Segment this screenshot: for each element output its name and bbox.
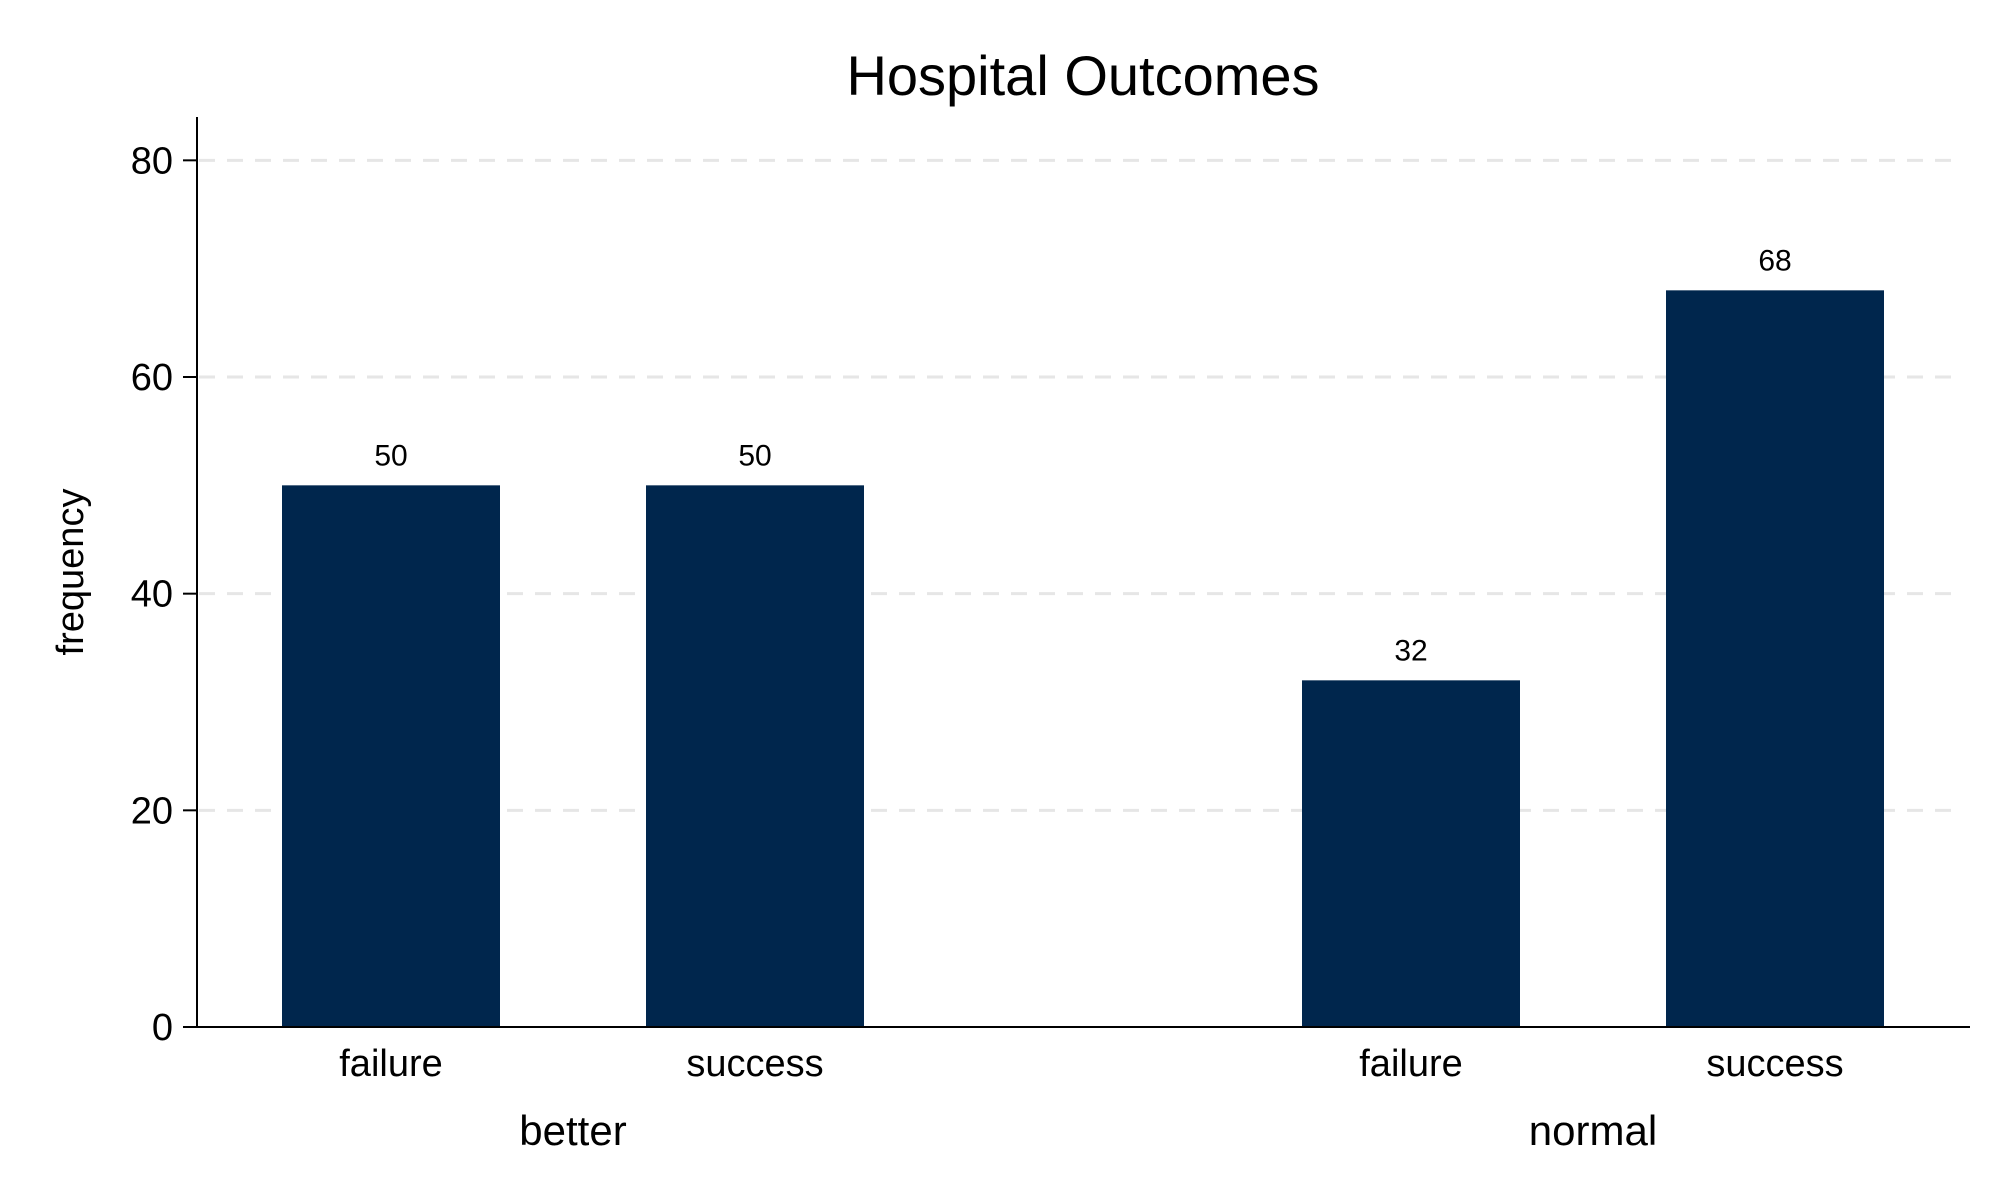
x-tick-label: success (686, 1043, 823, 1085)
group-label: better (519, 1107, 626, 1154)
y-tick-label: 40 (131, 574, 173, 616)
x-labels: failure success better failure success normal (339, 1043, 1843, 1154)
chart-title: Hospital Outcomes (846, 44, 1319, 107)
group-label: normal (1529, 1107, 1657, 1154)
y-tick-label: 60 (131, 357, 173, 399)
data-label: 50 (738, 439, 771, 472)
bars: 50 50 32 68 (282, 244, 1884, 1027)
y-tick-label: 0 (152, 1007, 173, 1049)
bar-better-success (646, 485, 864, 1027)
y-axis-label: frequency (50, 489, 92, 656)
y-tick-label: 80 (131, 140, 173, 182)
x-tick-label: success (1706, 1043, 1843, 1085)
x-tick-label: failure (1359, 1043, 1463, 1085)
data-label: 68 (1758, 244, 1791, 277)
data-label: 50 (374, 439, 407, 472)
bar-normal-success (1666, 290, 1884, 1027)
x-tick-label: failure (339, 1043, 443, 1085)
y-tick-label: 20 (131, 790, 173, 832)
bar-normal-failure (1302, 680, 1520, 1027)
bar-better-failure (282, 485, 500, 1027)
data-label: 32 (1394, 634, 1427, 667)
axes (196, 117, 1970, 1028)
y-ticks: 0 20 40 60 80 (131, 140, 197, 1049)
